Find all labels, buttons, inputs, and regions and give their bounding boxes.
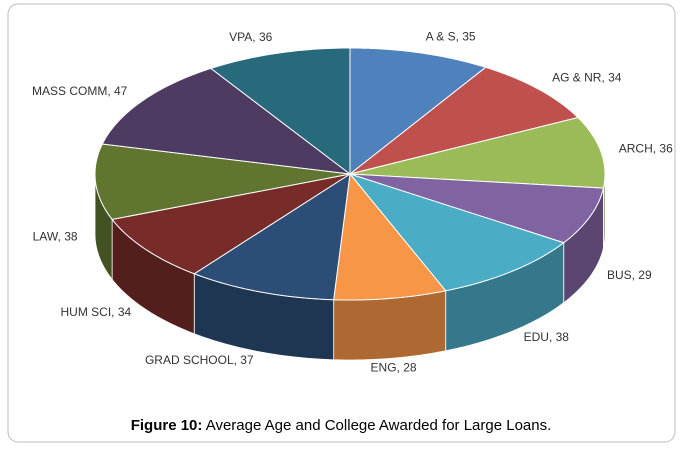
data-label: BUS, 29: [607, 268, 652, 282]
data-label: EDU, 38: [524, 330, 570, 344]
data-label: GRAD SCHOOL, 37: [145, 353, 254, 367]
data-label: ARCH, 36: [619, 141, 673, 155]
slice: [101, 67, 352, 175]
slice: [349, 47, 487, 176]
data-label: HUM SCI, 34: [61, 305, 132, 319]
data-label: VPA, 36: [229, 30, 272, 44]
slice: [193, 173, 351, 301]
slice: [349, 66, 579, 175]
data-label: ENG, 28: [371, 360, 417, 374]
caption-text: Average Age and College Awarded for Larg…: [206, 417, 552, 434]
pie: [94, 47, 606, 361]
slice: [111, 173, 351, 275]
slice: [333, 172, 447, 301]
slice-side: [333, 290, 447, 361]
slice: [209, 47, 351, 176]
data-label: LAW, 38: [33, 229, 78, 243]
slice: [349, 116, 606, 189]
data-label: A & S, 35: [426, 30, 476, 44]
data-label: AG & NR, 34: [552, 71, 622, 85]
data-label: MASS COMM, 47: [32, 84, 128, 98]
caption: Figure 10: Average Age and College Award…: [131, 417, 552, 434]
slice: [348, 173, 565, 292]
caption-label: Figure 10:: [131, 417, 203, 434]
slice: [349, 173, 605, 244]
slice: [94, 143, 351, 220]
